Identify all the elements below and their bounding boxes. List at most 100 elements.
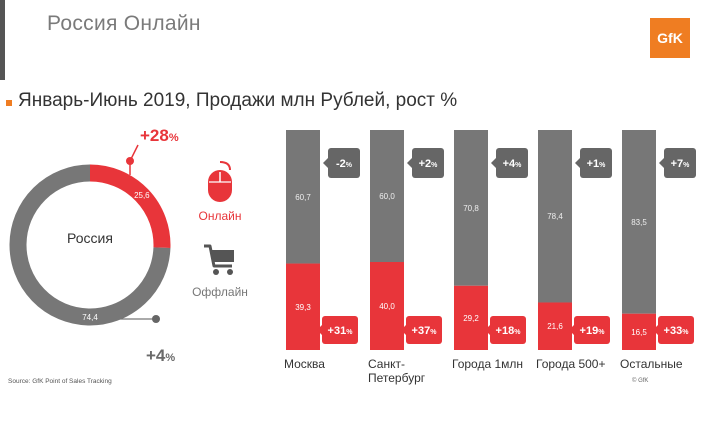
online-growth-badge: +19%	[569, 316, 610, 344]
left-accent-bar	[0, 0, 5, 80]
online-growth-badge-pointer	[485, 325, 490, 335]
offline-value-label: 83,5	[631, 218, 647, 227]
online-growth-text: +33%	[664, 325, 690, 337]
online-growth-text: +18%	[496, 325, 522, 337]
bar-offline	[454, 130, 488, 286]
shopping-cart-icon	[204, 244, 234, 275]
offline-growth-badge-bg	[328, 148, 360, 178]
online-growth-badge-bg	[322, 316, 358, 344]
donut-svg: 25,6 74,4	[9, 144, 171, 326]
online-growth-unit: %	[514, 329, 521, 336]
legend-offline-label: Оффлайн	[192, 285, 248, 299]
source-note: Source: GfK Point of Sales Tracking	[8, 378, 112, 385]
bar-offline	[622, 130, 656, 314]
legend-online-label: Онлайн	[198, 209, 242, 223]
bar-online	[286, 263, 320, 350]
offline-growth-text: +7%	[671, 158, 691, 170]
offline-value-label: 78,4	[547, 212, 563, 221]
gfk-logo: GfK	[650, 18, 690, 58]
offline-growth-text: +1%	[587, 158, 607, 170]
category-label-line: Москва	[284, 357, 325, 371]
bar-online	[622, 313, 656, 350]
online-value-label: 39,3	[295, 303, 311, 312]
category-label-line: Петербург	[368, 371, 426, 385]
category-label: Санкт- Петербург	[368, 357, 425, 385]
online-growth-value: +28	[140, 126, 169, 145]
offline-growth-badge: +7%	[659, 148, 696, 178]
online-growth-badge-pointer	[653, 325, 658, 335]
offline-growth-badge: +4%	[491, 148, 528, 178]
online-growth-badge-pointer	[401, 325, 406, 335]
online-growth-badge: +18%	[485, 316, 526, 344]
offline-growth-badge: +1%	[575, 148, 612, 178]
mouse-icon	[208, 161, 232, 202]
offline-growth-callout: +4%	[146, 346, 175, 366]
offline-growth-badge-pointer	[659, 158, 664, 168]
category-label-line: Города 1млн	[452, 357, 524, 371]
online-growth-value: +33	[664, 325, 683, 337]
donut-offline-value: 74,4	[82, 313, 98, 322]
online-growth-badge: +37%	[401, 316, 442, 344]
page-title: Россия Онлайн	[47, 12, 201, 35]
offline-connector-dot	[152, 315, 160, 323]
online-growth-value: +18	[496, 325, 515, 337]
offline-growth-value: -2	[336, 158, 346, 170]
bar-online	[538, 302, 572, 350]
online-growth-unit: %	[598, 329, 605, 336]
online-growth-badge-pointer	[569, 325, 574, 335]
bar-offline	[370, 130, 404, 262]
stacked-bar-chart: 60,739,3-2%+31%60,040,0+2%+37%70,829,2+4…	[286, 130, 696, 350]
online-growth-value: +37	[412, 325, 431, 337]
category-label-line: Остальные	[620, 357, 683, 371]
online-growth-value: +31	[328, 325, 347, 337]
category-label: Москва	[284, 357, 325, 371]
online-value-label: 29,2	[463, 314, 479, 323]
legend-offline: Оффлайн	[190, 240, 250, 299]
online-growth-badge-bg	[574, 316, 610, 344]
subtitle-bullet	[6, 100, 12, 106]
online-growth-value: +19	[580, 325, 599, 337]
online-growth-badge-pointer	[317, 325, 322, 335]
donut-chart: 25,6 74,4 Россия	[0, 120, 200, 380]
offline-growth-unit: %	[165, 352, 176, 364]
offline-growth-value: +2	[419, 158, 432, 170]
offline-growth-badge-pointer	[407, 158, 412, 168]
offline-growth-badge-bg	[412, 148, 444, 178]
online-growth-badge: +31%	[317, 316, 358, 344]
copyright-note: © GfK	[632, 378, 649, 384]
online-growth-unit: %	[682, 329, 689, 336]
legend-online: Онлайн	[190, 160, 250, 223]
online-growth-unit: %	[346, 329, 353, 336]
offline-growth-badge-pointer	[491, 158, 496, 168]
offline-growth-badge: -2%	[323, 148, 360, 178]
online-growth-badge: +33%	[653, 316, 694, 344]
offline-growth-value: +4	[146, 346, 166, 365]
offline-growth-text: +2%	[419, 158, 439, 170]
offline-growth-value: +7	[671, 158, 684, 170]
online-growth-badge-bg	[406, 316, 442, 344]
offline-growth-unit: %	[515, 162, 522, 169]
offline-value-label: 60,7	[295, 193, 311, 202]
offline-growth-badge-pointer	[575, 158, 580, 168]
offline-growth-unit: %	[599, 162, 606, 169]
online-growth-badge-bg	[658, 316, 694, 344]
online-growth-text: +31%	[328, 325, 354, 337]
online-value-label: 16,5	[631, 328, 647, 337]
offline-growth-badge-bg	[496, 148, 528, 178]
category-label: Города 1млн	[452, 357, 523, 371]
offline-value-label: 70,8	[463, 204, 479, 213]
offline-growth-badge-bg	[580, 148, 612, 178]
online-growth-unit: %	[168, 132, 179, 144]
offline-value-label: 60,0	[379, 192, 395, 201]
chart-subtitle: Январь-Июнь 2019, Продажи млн Рублей, ро…	[18, 90, 458, 111]
bar-online	[370, 262, 404, 350]
online-growth-callout: +28%	[140, 126, 179, 146]
offline-growth-unit: %	[683, 162, 690, 169]
online-connector-dot	[126, 157, 134, 165]
category-label-line: Санкт-	[368, 357, 405, 371]
offline-growth-badge-pointer	[323, 158, 328, 168]
bar-offline	[538, 130, 572, 303]
bar-online	[454, 285, 488, 350]
category-label: Города 500+	[536, 357, 606, 371]
online-growth-text: +37%	[412, 325, 438, 337]
